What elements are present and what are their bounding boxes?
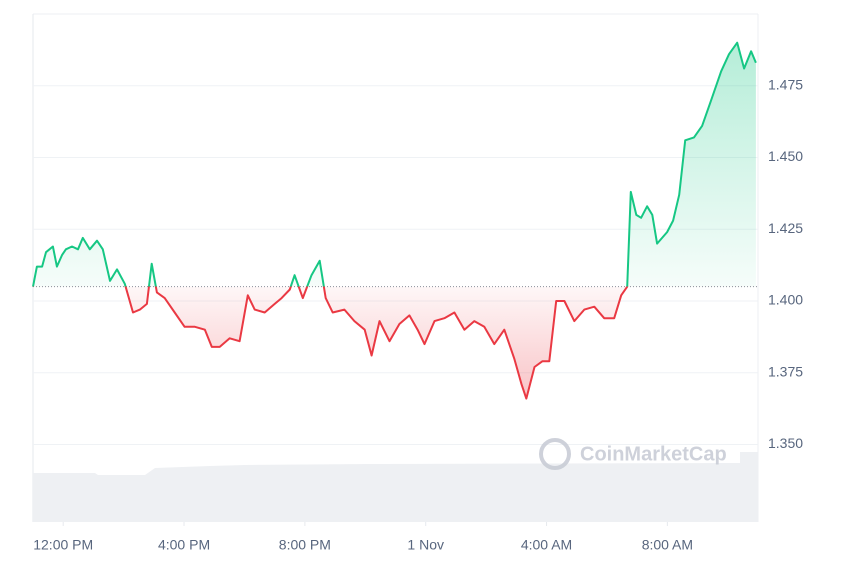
x-tick-label: 1 Nov — [407, 537, 444, 553]
y-tick-label: 1.475 — [768, 76, 803, 92]
x-tick-label: 8:00 PM — [279, 537, 331, 553]
area-fill — [33, 42, 756, 399]
watermark-logo — [539, 438, 571, 470]
y-tick-label: 1.450 — [768, 148, 803, 164]
x-tick-label: 4:00 PM — [158, 537, 210, 553]
x-tick-label: 12:00 PM — [33, 537, 93, 553]
y-tick-label: 1.400 — [768, 292, 803, 308]
watermark: CoinMarketCap — [539, 438, 727, 470]
x-tick-label: 4:00 AM — [521, 537, 572, 553]
watermark-text: CoinMarketCap — [580, 443, 727, 465]
volume-area — [33, 452, 758, 522]
y-tick-label: 1.425 — [768, 220, 803, 236]
y-tick-label: 1.375 — [768, 363, 803, 379]
y-tick-label: 1.350 — [768, 435, 803, 451]
x-tick-label: 8:00 AM — [642, 537, 693, 553]
price-line — [32, 41, 757, 400]
